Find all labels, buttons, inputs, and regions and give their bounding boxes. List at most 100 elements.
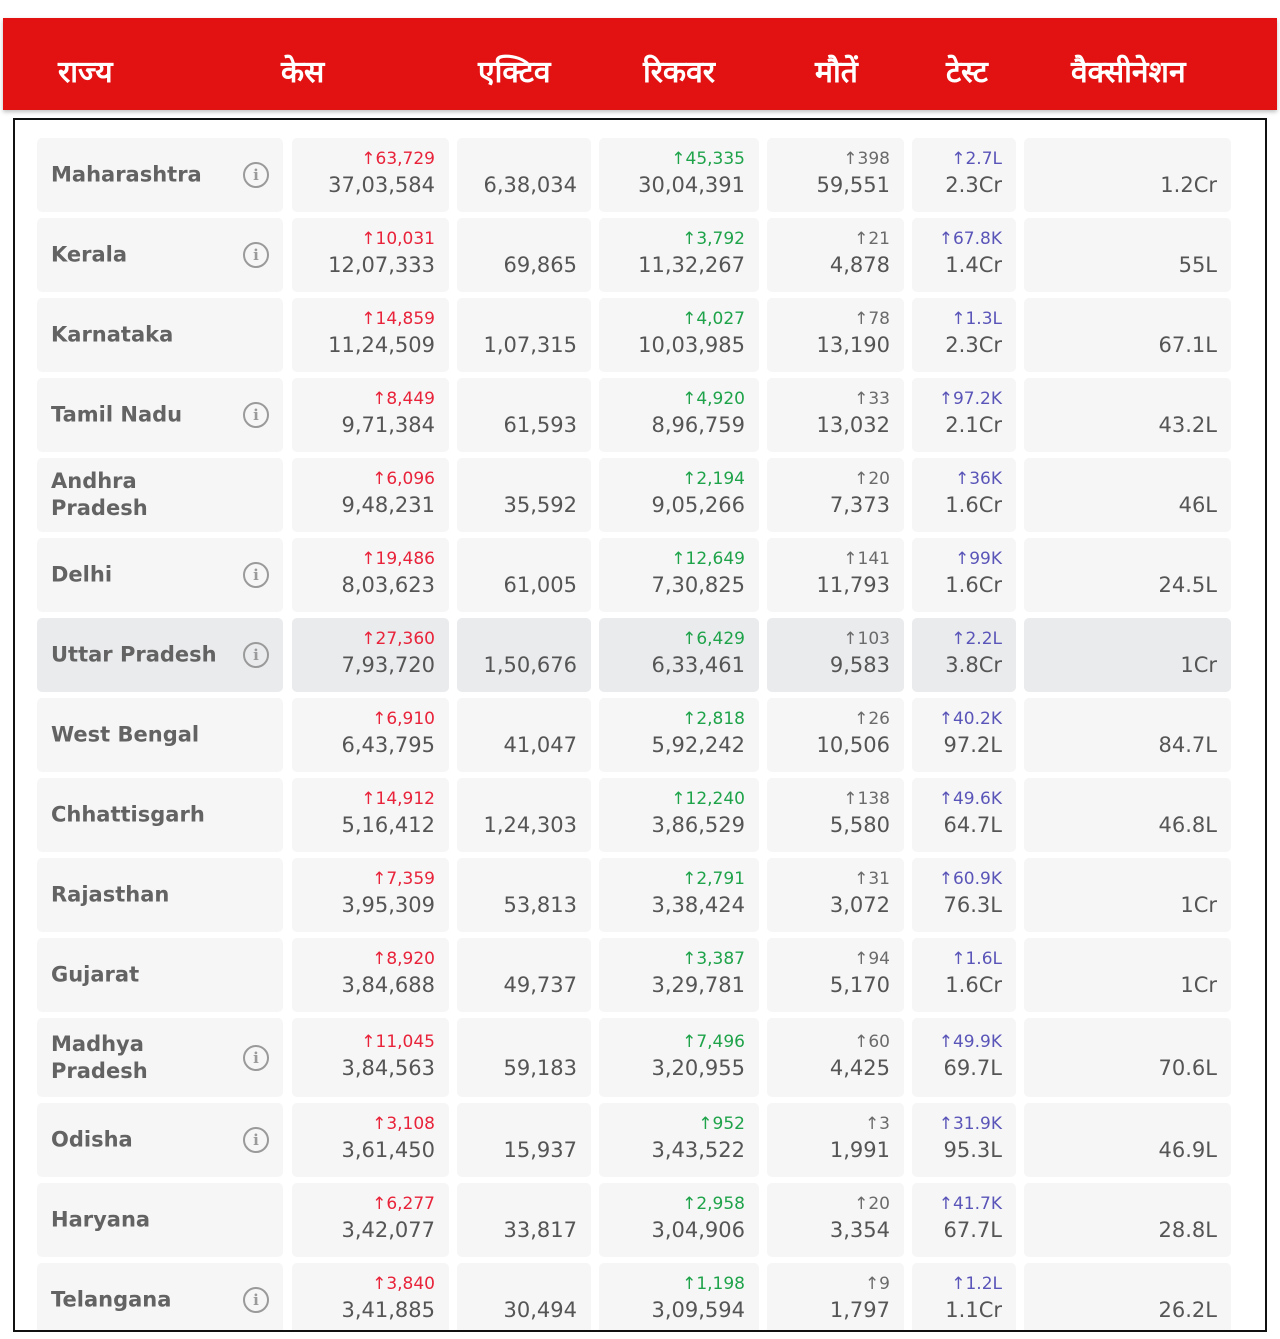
table-row[interactable]: Haryana ↑6,277 3,42,077 33,817 ↑2,958 3,04,90… — [15, 1183, 1265, 1257]
tests-cell: ↑1.2L 1.1Cr — [912, 1263, 1016, 1330]
table-row[interactable]: Rajasthan ↑7,359 3,95,309 53,813 ↑2,791 3,38,… — [15, 858, 1265, 932]
state-cell: Telangana i — [37, 1263, 283, 1330]
recovered-delta: ↑4,027 — [682, 309, 745, 329]
cases-cell: ↑6,910 6,43,795 — [292, 698, 449, 772]
table-row[interactable]: Uttar Pradesh i ↑27,360 7,93,720 1,50,676 ↑6,… — [15, 618, 1265, 692]
table-row[interactable]: Delhi i ↑19,486 8,03,623 61,005 ↑12,649 7,30,8… — [15, 538, 1265, 612]
deaths-total: 1,991 — [829, 1138, 890, 1162]
deaths-cell: ↑78 13,190 — [767, 298, 904, 372]
table-row[interactable]: Madhya Pradesh i ↑11,045 3,84,563 59,183 ↑7,4… — [15, 1018, 1265, 1097]
table-header: राज्य केस एक्टिव रिकवर मौतें टेस्ट वैक्स… — [3, 18, 1277, 110]
recovered-total: 3,20,955 — [651, 1055, 745, 1080]
table-row[interactable]: Maharashtra i ↑63,729 37,03,584 6,38,034 ↑45,… — [15, 138, 1265, 212]
active-value: 1,50,676 — [483, 653, 577, 677]
header-state[interactable]: राज्य — [58, 55, 113, 90]
deaths-cell: ↑33 13,032 — [767, 378, 904, 452]
table-row[interactable]: Karnataka ↑14,859 11,24,509 1,07,315 ↑4,027 1… — [15, 298, 1265, 372]
state-cell: Madhya Pradesh i — [37, 1018, 283, 1097]
tests-total: 2.3Cr — [945, 333, 1002, 357]
cases-total: 3,61,450 — [341, 1138, 435, 1162]
vaccination-value: 28.8L — [1158, 1218, 1217, 1242]
header-active[interactable]: एक्टिव — [478, 55, 551, 90]
info-circle-icon[interactable]: i — [243, 1044, 269, 1071]
recovered-total: 30,04,391 — [638, 173, 745, 197]
recovered-total: 3,86,529 — [651, 813, 745, 837]
recovered-delta: ↑2,791 — [682, 869, 745, 889]
table-row[interactable]: Chhattisgarh ↑14,912 5,16,412 1,24,303 ↑12,2… — [15, 778, 1265, 852]
table-row[interactable]: Telangana i ↑3,840 3,41,885 30,494 ↑1,198 3,09… — [15, 1263, 1265, 1330]
table-row[interactable]: Tamil Nadu i ↑8,449 9,71,384 61,593 ↑4,920 8,9… — [15, 378, 1265, 452]
tests-total: 95.3L — [943, 1138, 1002, 1162]
recovered-delta: ↑2,818 — [682, 709, 745, 729]
deaths-delta: ↑21 — [854, 229, 890, 249]
table-row[interactable]: Kerala i ↑10,031 12,07,333 69,865 ↑3,792 11,32… — [15, 218, 1265, 292]
header-deaths[interactable]: मौतें — [815, 55, 858, 90]
vaccination-cell: 26.2L — [1024, 1263, 1231, 1330]
deaths-cell: ↑31 3,072 — [767, 858, 904, 932]
header-recovered[interactable]: रिकवर — [643, 55, 716, 90]
state-name: Uttar Pradesh — [51, 642, 217, 667]
recovered-total: 5,92,242 — [651, 733, 745, 757]
table-row[interactable]: West Bengal ↑6,910 6,43,795 41,047 ↑2,818 5,9… — [15, 698, 1265, 772]
tests-cell: ↑1.6L 1.6Cr — [912, 938, 1016, 1012]
active-value: 61,005 — [503, 573, 577, 597]
recovered-delta: ↑2,194 — [682, 469, 745, 489]
state-name: Odisha — [51, 1127, 133, 1152]
recovered-total: 10,03,985 — [638, 333, 745, 357]
active-value: 30,494 — [503, 1298, 577, 1322]
active-value: 35,592 — [503, 493, 577, 517]
cases-total: 3,95,309 — [341, 893, 435, 917]
tests-total: 97.2L — [943, 733, 1002, 757]
header-tests[interactable]: टेस्ट — [946, 55, 988, 90]
info-circle-icon[interactable]: i — [243, 1127, 269, 1153]
header-cases[interactable]: केस — [281, 55, 325, 90]
state-name: Telangana — [51, 1287, 172, 1312]
cases-total: 6,43,795 — [341, 733, 435, 757]
tests-delta: ↑67.8K — [938, 229, 1002, 249]
cases-cell: ↑14,912 5,16,412 — [292, 778, 449, 852]
recovered-delta: ↑3,792 — [682, 229, 745, 249]
deaths-cell: ↑9 1,797 — [767, 1263, 904, 1330]
vaccination-cell: 46.9L — [1024, 1103, 1231, 1177]
deaths-cell: ↑60 4,425 — [767, 1018, 904, 1097]
info-circle-icon[interactable]: i — [243, 162, 269, 188]
cases-total: 9,71,384 — [341, 413, 435, 437]
state-cell: Tamil Nadu i — [37, 378, 283, 452]
recovered-delta: ↑2,958 — [682, 1194, 745, 1214]
table-row[interactable]: Gujarat ↑8,920 3,84,688 49,737 ↑3,387 3,29,78… — [15, 938, 1265, 1012]
vaccination-value: 26.2L — [1158, 1298, 1217, 1322]
cases-cell: ↑3,108 3,61,450 — [292, 1103, 449, 1177]
cases-cell: ↑10,031 12,07,333 — [292, 218, 449, 292]
table-row[interactable]: Andhra Pradesh ↑6,096 9,48,231 35,592 ↑2,194… — [15, 458, 1265, 532]
recovered-delta: ↑12,240 — [671, 789, 745, 809]
deaths-cell: ↑3 1,991 — [767, 1103, 904, 1177]
recovered-total: 9,05,266 — [651, 493, 745, 517]
active-cell: 6,38,034 — [457, 138, 591, 212]
active-cell: 61,593 — [457, 378, 591, 452]
recovered-cell: ↑3,387 3,29,781 — [599, 938, 759, 1012]
info-circle-icon[interactable]: i — [243, 562, 269, 588]
deaths-delta: ↑141 — [843, 549, 890, 569]
table-row[interactable]: Odisha i ↑3,108 3,61,450 15,937 ↑952 3,43,522 ↑… — [15, 1103, 1265, 1177]
active-cell: 49,737 — [457, 938, 591, 1012]
info-circle-icon[interactable]: i — [243, 642, 269, 668]
info-circle-icon[interactable]: i — [243, 402, 269, 428]
tests-cell: ↑67.8K 1.4Cr — [912, 218, 1016, 292]
recovered-cell: ↑6,429 6,33,461 — [599, 618, 759, 692]
deaths-total: 10,506 — [816, 733, 890, 757]
tests-total: 69.7L — [943, 1055, 1002, 1080]
active-value: 53,813 — [503, 893, 577, 917]
deaths-delta: ↑78 — [854, 309, 890, 329]
tests-total: 1.6Cr — [945, 573, 1002, 597]
recovered-cell: ↑2,818 5,92,242 — [599, 698, 759, 772]
tests-delta: ↑2.7L — [951, 149, 1002, 169]
deaths-cell: ↑398 59,551 — [767, 138, 904, 212]
header-vaccination[interactable]: वैक्सीनेशन — [1071, 55, 1186, 90]
info-circle-icon[interactable]: i — [243, 242, 269, 268]
recovered-cell: ↑2,194 9,05,266 — [599, 458, 759, 532]
state-cell: Odisha i — [37, 1103, 283, 1177]
state-name: Karnataka — [51, 322, 174, 347]
active-value: 41,047 — [503, 733, 577, 757]
deaths-total: 7,373 — [829, 493, 890, 517]
info-circle-icon[interactable]: i — [243, 1287, 269, 1313]
